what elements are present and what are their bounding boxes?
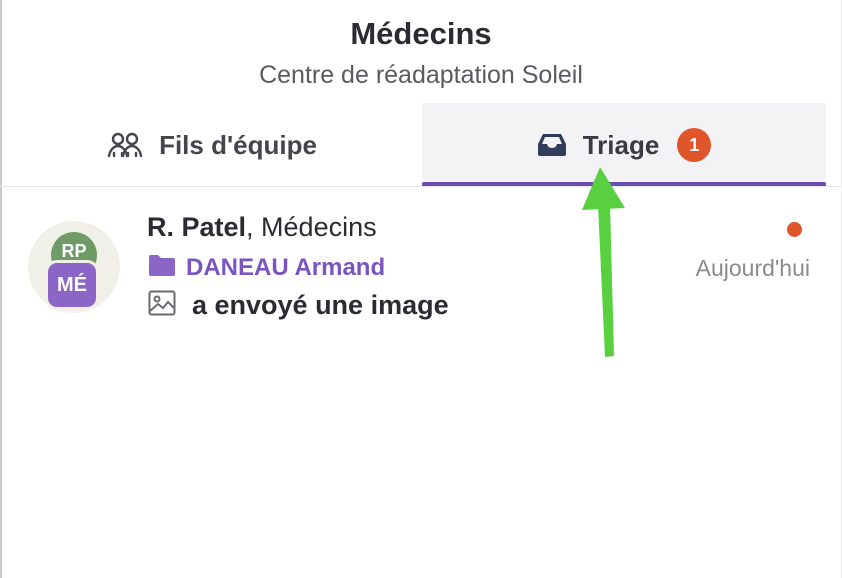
message-timestamp: Aujourd'hui	[695, 255, 810, 281]
page-subtitle: Centre de réadaptation Soleil	[259, 61, 583, 89]
tab-divider	[0, 186, 842, 187]
avatar-group-initials: MÉ	[48, 263, 96, 307]
unread-indicator-dot	[787, 222, 802, 237]
tab-team-threads[interactable]: Fils d'équipe	[2, 103, 422, 187]
page-title: Médecins	[350, 16, 492, 51]
tab-bar: Fils d'équipe Triage 1	[0, 103, 842, 187]
tab-triage[interactable]: Triage 1	[422, 103, 826, 187]
inbox-icon	[537, 132, 567, 158]
tab-triage-label: Triage	[582, 129, 660, 160]
folder-line: DANEAU Armand	[148, 253, 385, 282]
unread-count-badge: 1	[677, 128, 712, 162]
team-icon	[107, 131, 143, 159]
group-name: , Médecins	[246, 212, 377, 242]
folder-icon	[148, 253, 176, 282]
sender-name: R. Patel	[147, 212, 247, 242]
header: Médecins Centre de réadaptation Soleil	[0, 14, 842, 92]
message-text: a envoyé une image	[192, 290, 449, 320]
conversation-title: R. Patel, Médecins	[147, 212, 377, 243]
left-border	[0, 0, 2, 578]
avatar: RP MÉ	[28, 221, 120, 313]
message-preview: a envoyé une image	[148, 290, 449, 321]
tab-team-label: Fils d'équipe	[159, 129, 317, 160]
patient-folder-name: DANEAU Armand	[186, 253, 386, 281]
conversation-row[interactable]: RP MÉ R. Patel, Médecins DANEAU Armand a…	[0, 200, 842, 330]
image-icon	[148, 290, 176, 321]
